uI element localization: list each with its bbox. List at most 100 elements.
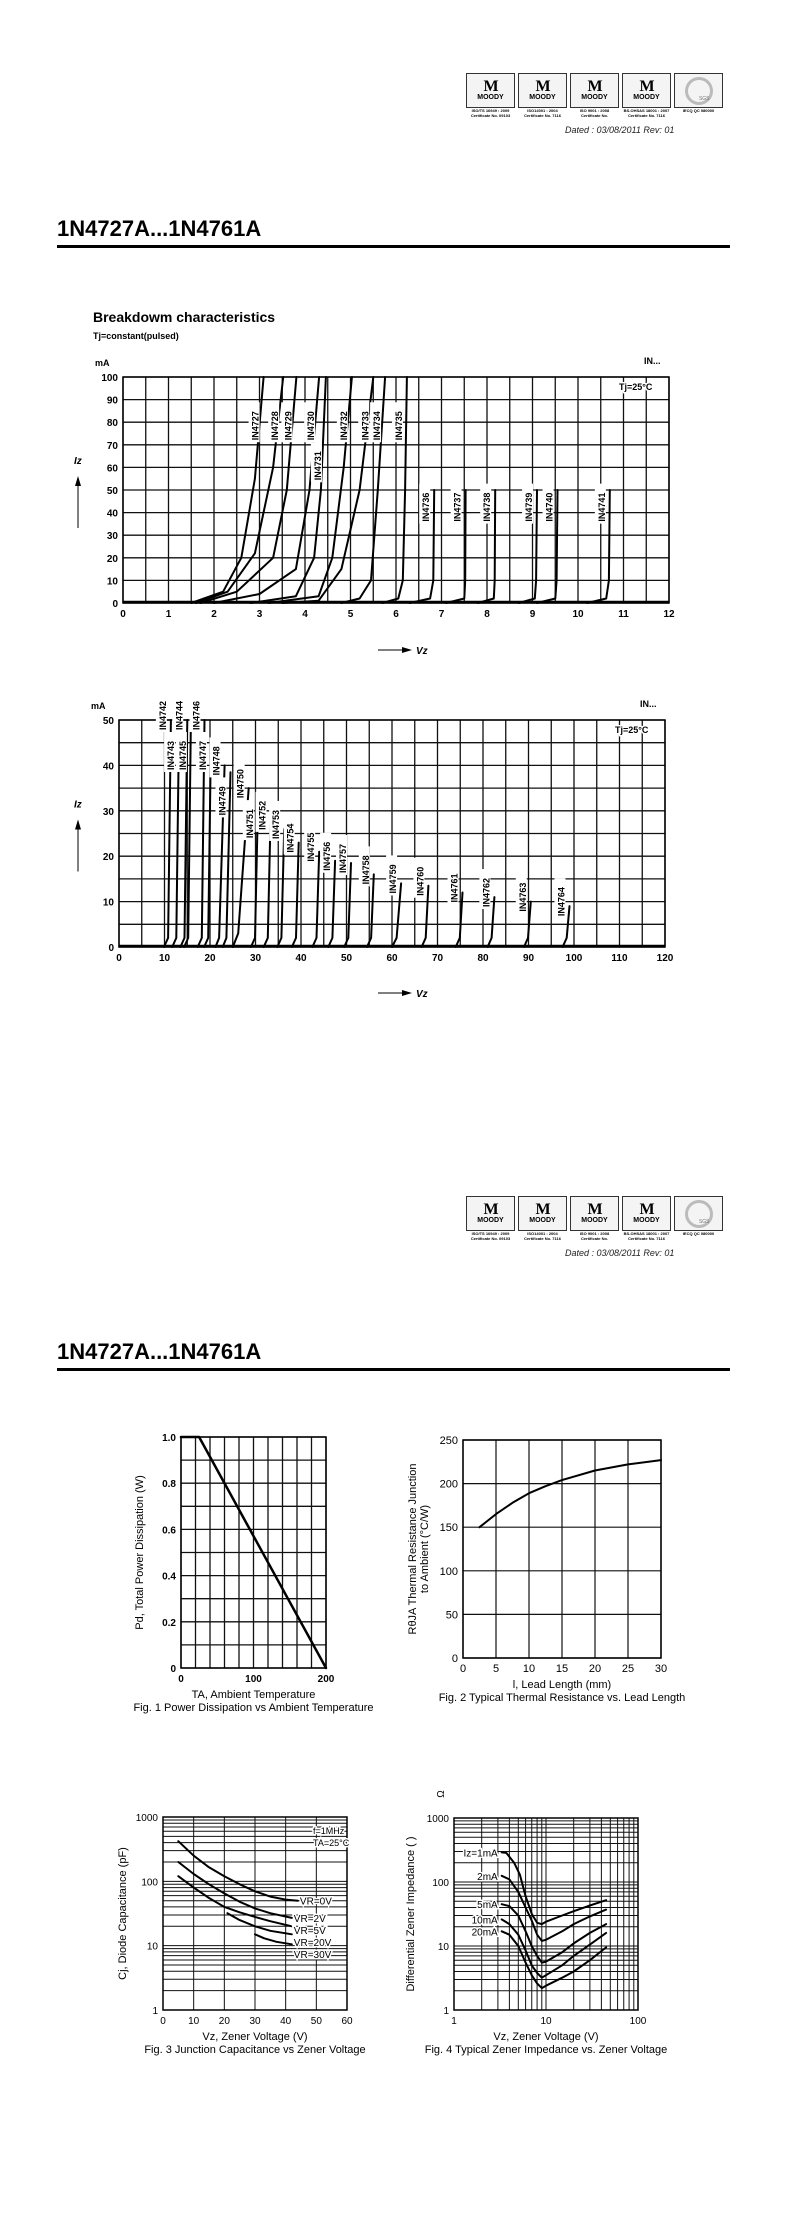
x-axis-label: TA, Ambient Temperature <box>192 1689 316 1701</box>
x-tick-label: 60 <box>386 953 398 964</box>
y-tick-label: 0.4 <box>162 1572 176 1583</box>
certification-logo: M MOODY ISO14001 : 2004 Certificate No. 711… <box>518 1196 567 1241</box>
series-lines <box>500 1851 608 1990</box>
y-tick-label: 10 <box>438 1942 450 1953</box>
series-label: IN4752 <box>258 801 268 830</box>
label-bg <box>336 402 348 443</box>
y-tick-label: 70 <box>107 441 119 452</box>
label-bg <box>320 832 332 873</box>
series-label: VR=30V <box>294 1950 332 1961</box>
grid <box>462 1439 662 1659</box>
series-label: IN4751 <box>245 809 255 838</box>
x-tick-label: 0 <box>116 953 122 964</box>
right-arrow-head-icon <box>402 647 412 653</box>
dated-revision: Dated : 03/08/2011 Rev: 01 <box>565 125 675 135</box>
x-tick-label: 1 <box>166 609 172 620</box>
certification-logo: M MOODY ISO 9001 : 2008 Certificate No. <box>570 73 619 118</box>
y-axis-label: to Ambient (°C/W) <box>419 1505 431 1593</box>
y-tick-label: 1 <box>152 2006 158 2017</box>
plot-frame <box>453 1817 639 2011</box>
series-label: IN4760 <box>415 867 425 896</box>
label-bg <box>281 402 293 443</box>
series-line <box>199 376 298 604</box>
up-arrow-head-icon <box>75 819 81 830</box>
series-line <box>478 1459 662 1529</box>
series-line <box>500 1903 608 1964</box>
label-bg <box>447 864 459 905</box>
y-tick-label: 20 <box>107 554 119 565</box>
series-label: VR=0V <box>300 1897 332 1908</box>
series-line <box>311 850 321 948</box>
y-tick-label: 0.6 <box>162 1525 176 1536</box>
series-label: IN4736 <box>421 493 431 522</box>
x-tick-label: 20 <box>204 953 216 964</box>
plot-frame <box>462 1439 662 1659</box>
chart-4: 0 10 20 30 40 50 601101001000VR=0VVR=2VVR=5VVR… <box>117 1813 366 2056</box>
series-line <box>408 489 436 604</box>
series-label: 5mA <box>477 1900 498 1911</box>
series-line <box>536 489 559 604</box>
figure-caption: Fig. 2 Typical Thermal Resistance vs. Le… <box>439 1692 686 1704</box>
y-axis-label: Iz <box>74 800 82 811</box>
series-label: IN4731 <box>313 451 323 480</box>
y-tick-label: 50 <box>103 716 115 727</box>
series-line <box>445 489 467 604</box>
label-bg <box>155 692 167 732</box>
series-line <box>523 900 532 948</box>
figure-caption: Fig. 4 Typical Zener Impedance vs. Zener… <box>425 2044 668 2056</box>
series-line <box>276 828 286 948</box>
y-tick-label: 10 <box>103 898 115 909</box>
chart-0: 0 1 2 3 4 5 6 7 8 9 10 11 120102030405060708090100IN… <box>74 356 675 657</box>
series-label: IN4730 <box>306 411 316 440</box>
series-line <box>249 376 327 604</box>
series-line <box>381 376 408 604</box>
x-tick-label: 11 <box>618 609 629 620</box>
series-line <box>203 741 212 948</box>
x-tick-label: 120 <box>657 953 674 964</box>
plot-frame <box>180 1436 327 1669</box>
series-line <box>177 1840 299 1902</box>
series-line <box>366 873 375 948</box>
x-tick-label: 100 <box>245 1674 262 1685</box>
label-bg <box>450 483 462 524</box>
label-bg <box>419 483 431 524</box>
x-axis-label: Vz <box>416 989 428 1000</box>
series-line <box>196 719 206 948</box>
chart-1: 0 10 20 30 40 50 60 70 80 90 100 110 120 0 10 20 30 40 50 I… <box>74 692 674 1000</box>
y-tick-label: 50 <box>107 486 119 497</box>
x-tick-label: 6 <box>393 609 399 620</box>
series-line <box>517 489 538 604</box>
x-tick-label: 7 <box>439 609 445 620</box>
series-lines <box>478 1459 662 1529</box>
y-tick-label: 30 <box>103 807 115 818</box>
series-labels: IN4727 IN4728 IN4729 IN4730 IN4731 IN4732 IN47… <box>248 402 607 524</box>
temperature-annotation: Tj=25°C <box>615 725 649 735</box>
series-line <box>290 841 300 948</box>
certification-logos: M MOODY ISO/TS 16949 : 2009 Certificate No.… <box>466 1196 723 1241</box>
x-tick-label: 5 <box>348 609 354 620</box>
y-tick-label: 80 <box>107 418 119 429</box>
y-tick-label: 200 <box>440 1479 458 1491</box>
x-tick-label: 0 <box>120 609 126 620</box>
series-line <box>500 1851 608 1926</box>
certification-logo: M MOODY ISO 9001 : 2008 Certificate No. <box>570 1196 619 1241</box>
label-bg <box>336 835 348 876</box>
condition-annotation: f=1MHz <box>313 1826 345 1836</box>
grid <box>453 1817 639 2011</box>
x-tick-label: 5 <box>493 1663 499 1675</box>
x-tick-label: 90 <box>523 953 535 964</box>
chart-title: Breakdowm characteristics <box>93 309 276 325</box>
x-tick-label: 9 <box>530 609 536 620</box>
y-tick-label: 0 <box>170 1664 176 1675</box>
series-label: IN4735 <box>394 411 404 440</box>
series-line <box>254 1933 293 1946</box>
y-tick-label: 0 <box>108 943 114 954</box>
series-label: IN4727 <box>251 411 261 440</box>
x-tick-label: 0 <box>178 1674 184 1685</box>
y-tick-label: 10 <box>147 1942 159 1953</box>
series-label: IN4753 <box>271 810 281 839</box>
y-tick-label: 100 <box>440 1566 458 1578</box>
